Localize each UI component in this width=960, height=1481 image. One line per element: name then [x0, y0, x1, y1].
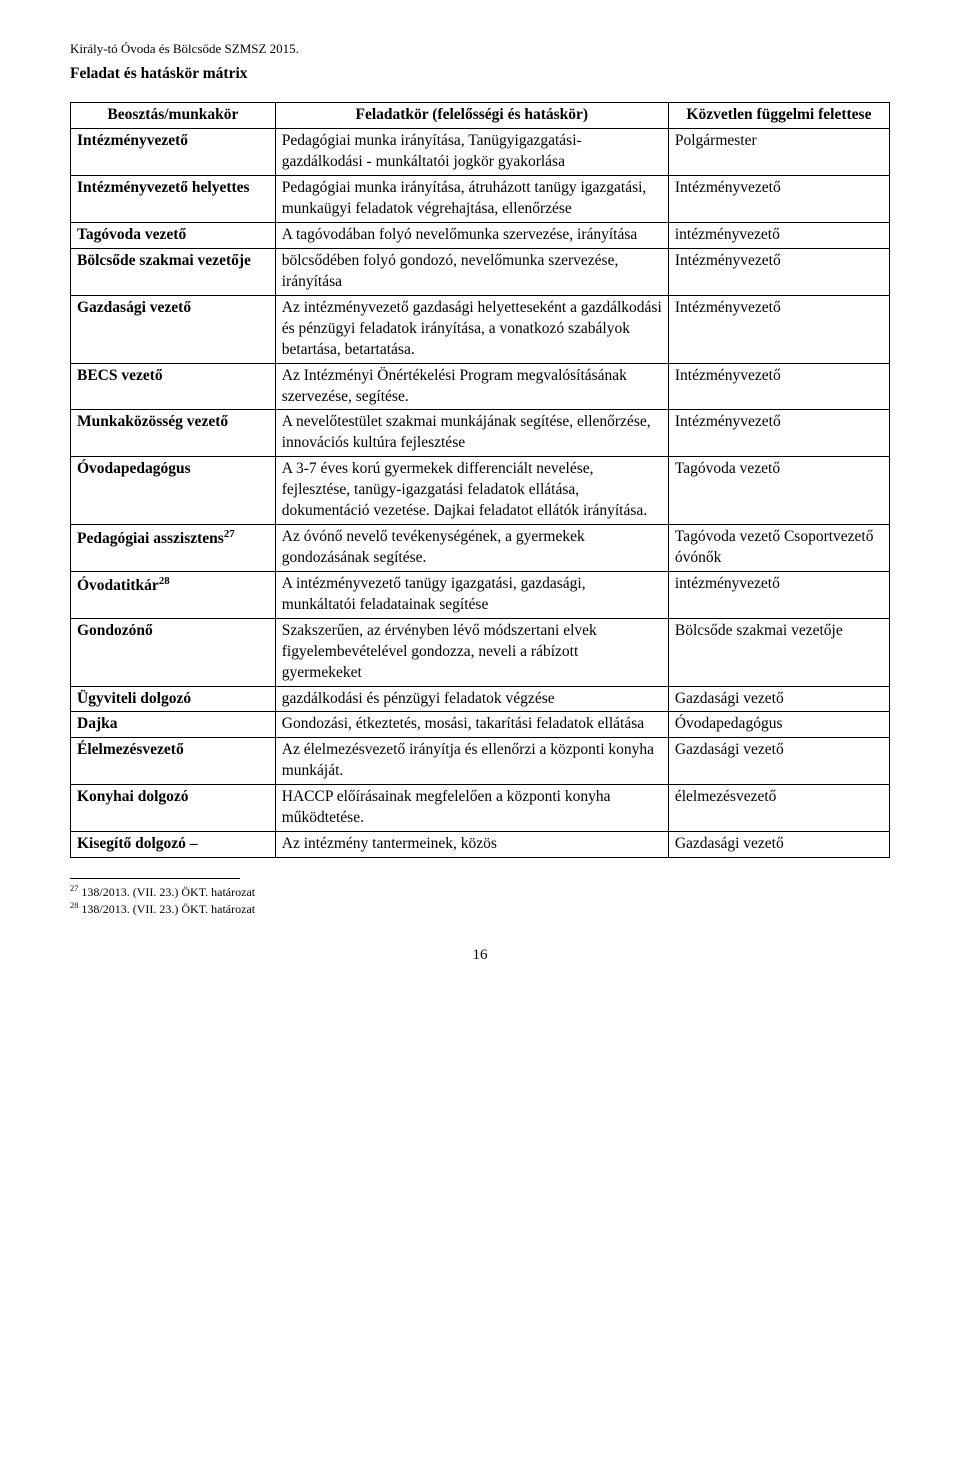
role-cell: Ügyviteli dolgozó	[71, 686, 276, 712]
page-number: 16	[70, 945, 890, 965]
task-cell: gazdálkodási és pénzügyi feladatok végzé…	[275, 686, 668, 712]
footnote-line: 28 138/2013. (VII. 23.) ÖKT. határozat	[70, 900, 890, 917]
role-cell: Tagóvoda vezető	[71, 223, 276, 249]
supervisor-cell: Intézményvezető	[668, 295, 889, 363]
supervisor-cell: intézményvezető	[668, 223, 889, 249]
footnote-line: 27 138/2013. (VII. 23.) ÖKT. határozat	[70, 883, 890, 900]
task-cell: Az intézmény tantermeinek, közös	[275, 832, 668, 858]
table-row: ÉlelmezésvezetőAz élelmezésvezető irányí…	[71, 738, 890, 785]
supervisor-cell: Gazdasági vezető	[668, 832, 889, 858]
supervisor-cell: Intézményvezető	[668, 176, 889, 223]
task-cell: Az élelmezésvezető irányítja és ellenőrz…	[275, 738, 668, 785]
supervisor-cell: Intézményvezető	[668, 249, 889, 296]
task-cell: bölcsődében folyó gondozó, nevelőmunka s…	[275, 249, 668, 296]
table-row: Gazdasági vezetőAz intézményvezető gazda…	[71, 295, 890, 363]
task-cell: Gondozási, étkeztetés, mosási, takarítás…	[275, 712, 668, 738]
role-cell: Óvodapedagógus	[71, 457, 276, 525]
table-row: BECS vezetőAz Intézményi Önértékelési Pr…	[71, 363, 890, 410]
header-col-task: Feladatkör (felelősségi és hatáskör)	[275, 103, 668, 129]
task-cell: A intézményvezető tanügy igazgatási, gaz…	[275, 571, 668, 618]
role-cell: Bölcsőde szakmai vezetője	[71, 249, 276, 296]
supervisor-cell: intézményvezető	[668, 571, 889, 618]
task-cell: Szakszerűen, az érvényben lévő módszerta…	[275, 618, 668, 686]
table-row: Pedagógiai asszisztens27Az óvónő nevelő …	[71, 525, 890, 572]
supervisor-cell: Polgármester	[668, 129, 889, 176]
footnote-number: 28	[70, 901, 78, 910]
supervisor-cell: Intézményvezető	[668, 410, 889, 457]
document-header: Király-tó Óvoda és Bölcsőde SZMSZ 2015.	[70, 40, 890, 58]
table-row: DajkaGondozási, étkeztetés, mosási, taka…	[71, 712, 890, 738]
table-row: Konyhai dolgozóHACCP előírásainak megfel…	[71, 785, 890, 832]
task-cell: A tagóvodában folyó nevelőmunka szervezé…	[275, 223, 668, 249]
supervisor-cell: Bölcsőde szakmai vezetője	[668, 618, 889, 686]
role-cell: Dajka	[71, 712, 276, 738]
supervisor-cell: Tagóvoda vezető Csoportvezető óvónők	[668, 525, 889, 572]
supervisor-cell: Intézményvezető	[668, 363, 889, 410]
header-col-supervisor: Közvetlen függelmi felettese	[668, 103, 889, 129]
task-cell: A nevelőtestület szakmai munkájának segí…	[275, 410, 668, 457]
supervisor-cell: Óvodapedagógus	[668, 712, 889, 738]
role-cell: Munkaközösség vezető	[71, 410, 276, 457]
table-row: IntézményvezetőPedagógiai munka irányítá…	[71, 129, 890, 176]
supervisor-cell: Gazdasági vezető	[668, 738, 889, 785]
table-row: ÓvodapedagógusA 3-7 éves korú gyermekek …	[71, 457, 890, 525]
section-title: Feladat és hatáskör mátrix	[70, 64, 890, 85]
role-cell: Kisegítő dolgozó –	[71, 832, 276, 858]
role-cell: Gondozónő	[71, 618, 276, 686]
footnote-ref: 27	[224, 528, 235, 540]
role-cell: BECS vezető	[71, 363, 276, 410]
supervisor-cell: élelmezésvezető	[668, 785, 889, 832]
task-cell: Az intézményvezető gazdasági helyettesek…	[275, 295, 668, 363]
task-cell: A 3-7 éves korú gyermekek differenciált …	[275, 457, 668, 525]
task-cell: Pedagógiai munka irányítása, Tanügyigazg…	[275, 129, 668, 176]
task-cell: HACCP előírásainak megfelelően a központ…	[275, 785, 668, 832]
role-cell: Pedagógiai asszisztens27	[71, 525, 276, 572]
role-cell: Konyhai dolgozó	[71, 785, 276, 832]
role-cell: Élelmezésvezető	[71, 738, 276, 785]
matrix-table: Beosztás/munkakörFeladatkör (felelősségi…	[70, 102, 890, 858]
footnote-ref: 28	[159, 575, 170, 587]
footnote-number: 27	[70, 884, 78, 893]
task-cell: Az óvónő nevelő tevékenységének, a gyerm…	[275, 525, 668, 572]
header-col-role: Beosztás/munkakör	[71, 103, 276, 129]
footnote-separator	[70, 878, 240, 879]
task-cell: Az Intézményi Önértékelési Program megva…	[275, 363, 668, 410]
supervisor-cell: Tagóvoda vezető	[668, 457, 889, 525]
table-row: Munkaközösség vezetőA nevelőtestület sza…	[71, 410, 890, 457]
role-cell: Intézményvezető helyettes	[71, 176, 276, 223]
table-row: Kisegítő dolgozó –Az intézmény tantermei…	[71, 832, 890, 858]
table-row: Óvodatitkár28A intézményvezető tanügy ig…	[71, 571, 890, 618]
table-row: Intézményvezető helyettesPedagógiai munk…	[71, 176, 890, 223]
role-cell: Óvodatitkár28	[71, 571, 276, 618]
role-cell: Intézményvezető	[71, 129, 276, 176]
supervisor-cell: Gazdasági vezető	[668, 686, 889, 712]
role-cell: Gazdasági vezető	[71, 295, 276, 363]
table-row: Ügyviteli dolgozógazdálkodási és pénzügy…	[71, 686, 890, 712]
table-row: GondozónőSzakszerűen, az érvényben lévő …	[71, 618, 890, 686]
table-row: Tagóvoda vezetőA tagóvodában folyó nevel…	[71, 223, 890, 249]
task-cell: Pedagógiai munka irányítása, átruházott …	[275, 176, 668, 223]
table-row: Bölcsőde szakmai vezetőjebölcsődében fol…	[71, 249, 890, 296]
footnotes-block: 27 138/2013. (VII. 23.) ÖKT. határozat28…	[70, 878, 890, 917]
